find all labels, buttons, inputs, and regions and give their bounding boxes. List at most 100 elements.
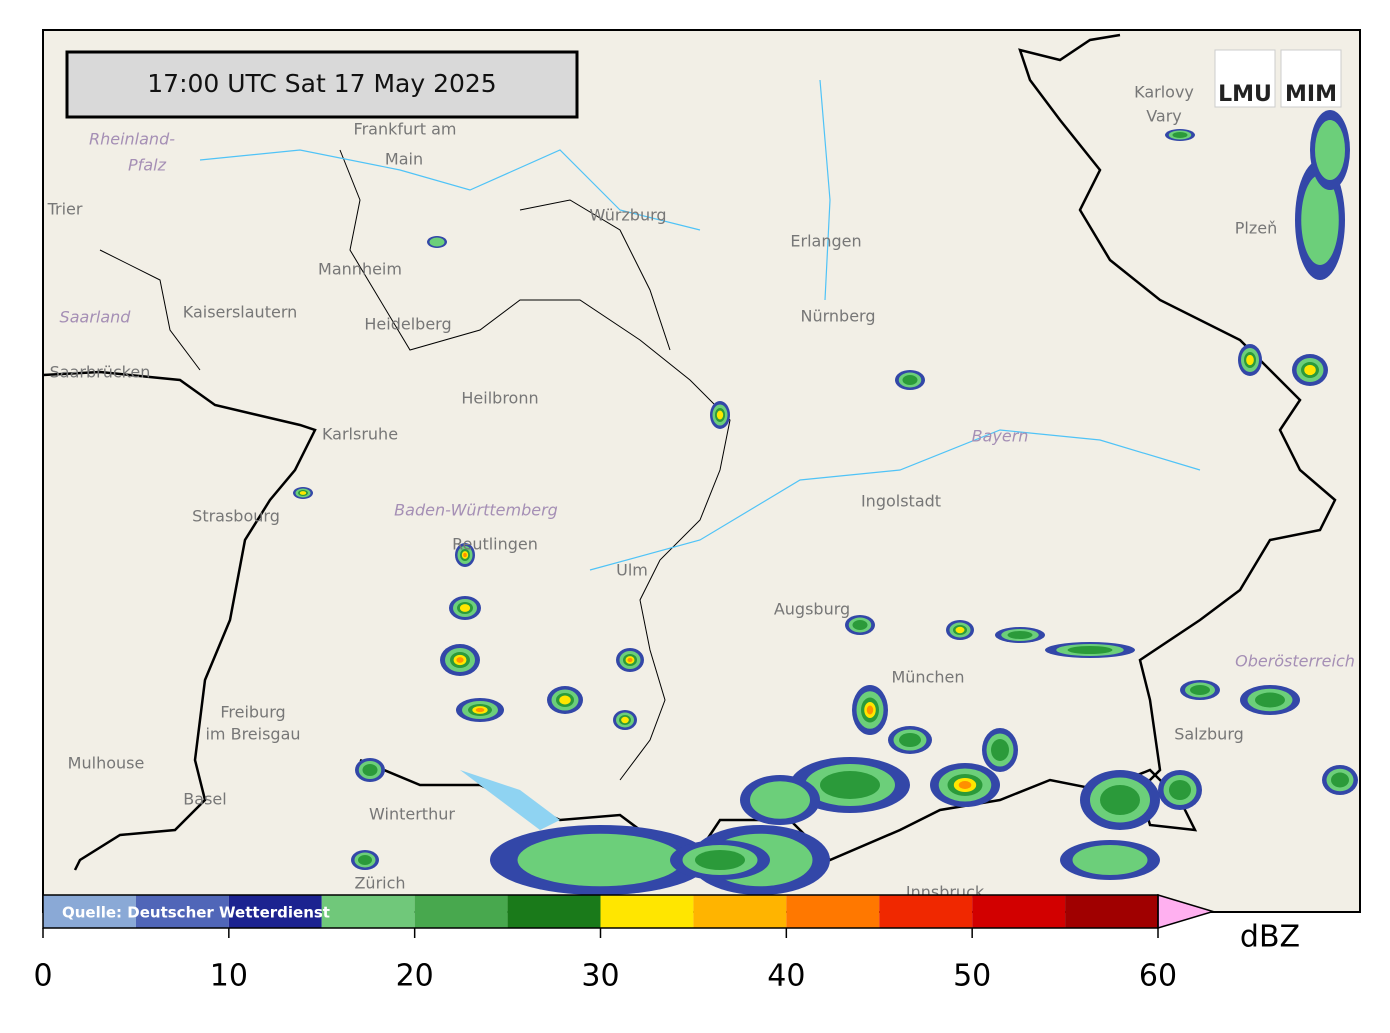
radar-echo [1246, 354, 1254, 366]
radar-echoes [293, 110, 1358, 895]
place-label: im Breisgau [205, 725, 300, 744]
radar-echo [958, 781, 972, 789]
place-label: Zürich [354, 874, 405, 893]
timestamp: 17:00 UTC Sat 17 May 2025 [147, 69, 496, 98]
colorbar-bin [228, 895, 322, 928]
radar-echo [820, 771, 880, 799]
colorbar-tick-label: 40 [767, 959, 805, 994]
radar-echo [695, 850, 745, 870]
place-label: Freiburg [220, 703, 285, 722]
place-label: Würzburg [589, 206, 666, 225]
colorbar-tick-label: 0 [33, 959, 52, 994]
timestamp-box [65, 50, 579, 119]
colorbar: Quelle: Deutscher Wetterdienst 0 10 20 30 40 5… [33, 893, 1300, 994]
place-label: Vary [1146, 107, 1182, 126]
colorbar-tick-label: 10 [210, 959, 248, 994]
place-label: Basel [183, 790, 226, 809]
colorbar-bin [135, 895, 229, 928]
radar-echo [716, 410, 724, 420]
radar-echo [1315, 120, 1345, 180]
place-label: Rheinland- [89, 130, 175, 149]
radar-echo [1255, 692, 1285, 708]
radar-echo [362, 764, 378, 776]
place-label: Erlangen [790, 232, 861, 251]
place-label: Saarbrücken [50, 363, 151, 382]
map-area [43, 30, 1360, 912]
place-label: Winterthur [369, 805, 455, 824]
radar-echo [559, 695, 571, 705]
radar-echo [955, 626, 965, 634]
place-label: Reutlingen [452, 535, 538, 554]
place-label: Baden-Württemberg [394, 501, 558, 520]
place-label: Nürnberg [801, 307, 876, 326]
radar-echo [866, 705, 874, 715]
place-label: Main [385, 150, 423, 169]
colorbar-bin [414, 895, 508, 928]
radar-echo [429, 237, 445, 247]
logo-text: MIM [1285, 82, 1337, 107]
place-label: Salzburg [1174, 725, 1244, 744]
radar-echo [456, 657, 464, 663]
colorbar-bin [1065, 895, 1158, 928]
radar-echo [1169, 780, 1191, 800]
colorbar-bin [600, 895, 694, 928]
colorbar-bin [43, 895, 136, 928]
colorbar-bin [879, 895, 973, 928]
radar-echo [899, 733, 921, 747]
rivers [199, 79, 1201, 571]
place-label: Karlovy [1134, 83, 1194, 102]
place-label: Augsburg [774, 600, 850, 619]
lake [460, 770, 560, 830]
radar-echo [475, 707, 485, 713]
place-label: Bayern [972, 427, 1029, 446]
source-text: Quelle: Deutscher Wetterdienst [62, 904, 330, 922]
place-label: Heilbronn [461, 389, 538, 408]
place-label: Ingolstadt [861, 492, 941, 511]
radar-echo [1304, 364, 1316, 376]
radar-echo [459, 604, 471, 612]
place-label: Karlsruhe [322, 425, 398, 444]
place-label: Heidelberg [364, 315, 451, 334]
radar-echo [902, 375, 918, 385]
radar-echo [1172, 132, 1188, 138]
radar-echo [1067, 646, 1113, 654]
colorbar-unit: dBZ [1240, 920, 1300, 955]
logo-box [1280, 49, 1342, 108]
radar-echo [1007, 631, 1033, 639]
logo-text: LMU [1218, 82, 1272, 107]
place-label: München [891, 668, 964, 687]
radar-echo [750, 781, 810, 819]
place-label: Plzeň [1235, 219, 1277, 238]
colorbar-bin [972, 895, 1066, 928]
logo-box [1214, 49, 1276, 108]
place-label: Pfalz [128, 156, 167, 175]
radar-echo [1331, 772, 1349, 788]
colorbar-bin [507, 895, 601, 928]
place-label: Ulm [616, 561, 648, 580]
colorbar-tick-label: 20 [396, 959, 434, 994]
colorbar-bin [693, 895, 787, 928]
radar-echo [627, 657, 633, 663]
radar-echo [358, 855, 372, 865]
radar-echo [463, 552, 467, 558]
place-label: Strasbourg [192, 507, 280, 526]
colorbar-tick-label: 30 [581, 959, 619, 994]
radar-echo [621, 716, 629, 724]
place-label: Mulhouse [68, 754, 145, 773]
colorbar-tick-label: 60 [1139, 959, 1177, 994]
place-label: Mannheim [318, 260, 402, 279]
radar-echo [1301, 175, 1339, 265]
place-label: Saarland [60, 308, 132, 327]
colorbar-bin [786, 895, 880, 928]
colorbar-tick-label: 50 [953, 959, 991, 994]
place-label: Trier [47, 200, 83, 219]
radar-echo [991, 739, 1009, 761]
place-label: Frankfurt am [354, 120, 457, 139]
place-label: Oberösterreich [1235, 652, 1355, 671]
radar-echo [852, 620, 868, 630]
radar-echo [299, 491, 307, 495]
radar-echo [1072, 845, 1148, 875]
radar-echo [517, 833, 683, 887]
place-label: Kaiserslautern [183, 303, 298, 322]
